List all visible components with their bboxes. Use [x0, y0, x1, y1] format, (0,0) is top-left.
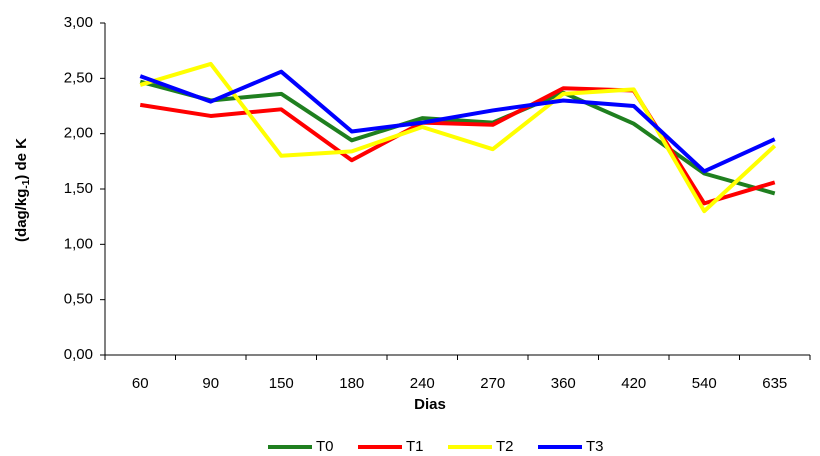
series-line: [139, 69, 776, 174]
x-tick-label: 240: [410, 375, 435, 392]
y-tick-label: 3,00: [64, 14, 93, 31]
legend-label: T1: [406, 438, 424, 455]
series-line: [139, 61, 777, 214]
legend-label: T3: [586, 438, 604, 455]
x-tick-label: 540: [692, 375, 717, 392]
x-tick-label: 420: [621, 375, 646, 392]
y-label-part: ) de K: [13, 138, 30, 180]
x-axis-label: Dias: [414, 396, 446, 413]
legend-label: T0: [316, 438, 334, 455]
x-tick-label: 180: [339, 375, 364, 392]
y-tick-label: 0,50: [64, 291, 93, 308]
x-tick-label: 635: [762, 375, 787, 392]
y-label-sub: -1: [21, 179, 32, 188]
y-axis-label: (dag/kg-1) de K: [13, 138, 32, 242]
x-tick-label: 150: [269, 375, 294, 392]
y-label-part: (dag/kg: [13, 189, 30, 242]
x-tick-label: 90: [202, 375, 219, 392]
y-tick-label: 0,00: [64, 346, 93, 363]
legend-label: T2: [496, 438, 514, 455]
y-tick-label: 1,50: [64, 180, 93, 197]
y-tick-label: 1,00: [64, 235, 93, 252]
y-tick-label: 2,00: [64, 125, 93, 142]
x-tick-label: 360: [551, 375, 576, 392]
x-tick-label: 270: [480, 375, 505, 392]
x-tick-label: 60: [132, 375, 149, 392]
y-tick-label: 2,50: [64, 69, 93, 86]
